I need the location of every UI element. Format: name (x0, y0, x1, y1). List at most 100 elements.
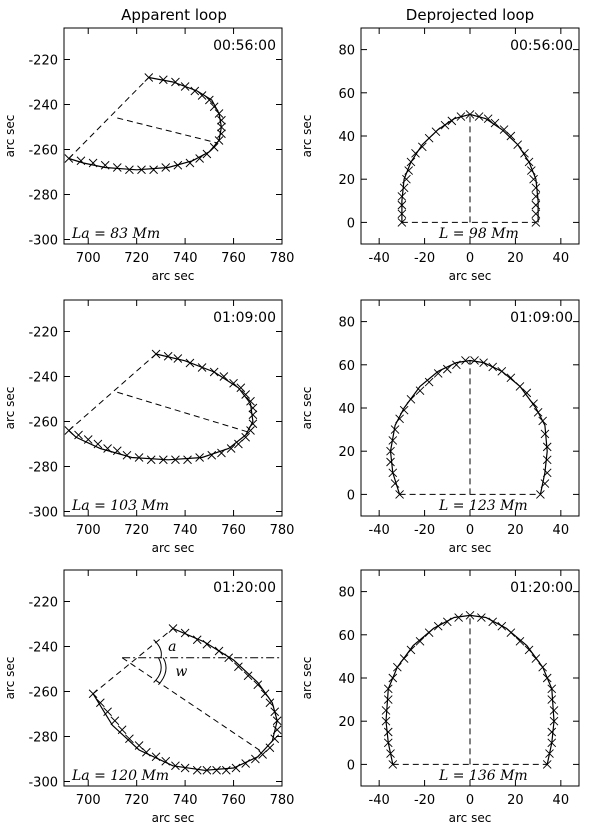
loop-marker (88, 158, 98, 168)
deprojected-loop-column-title: Deprojected loop (406, 6, 534, 24)
panel-deprojected-4: -40 -20 0 20 40 0 20 40 60 80 arc sec arc sec 01:09:… (300, 299, 580, 555)
loop-marker (209, 102, 219, 112)
loop-marker (474, 112, 484, 121)
loop-marker (125, 165, 134, 175)
x-tick-label: 700 (76, 793, 101, 808)
x-tick-label: 20 (507, 251, 524, 266)
loop-marker (251, 754, 260, 764)
y-tick-label: 40 (338, 402, 355, 417)
loop-marker (183, 455, 192, 465)
x-tick-label: 720 (124, 793, 149, 808)
loop-marker (180, 763, 190, 773)
loop-marker (397, 192, 407, 201)
loop-marker (185, 358, 195, 368)
loop-marker (433, 621, 443, 631)
y-tick-label: -220 (28, 326, 58, 341)
x-axis-title: arc sec (449, 269, 492, 283)
loop-curve (389, 359, 548, 495)
loop-marker (531, 209, 541, 219)
loop-marker (134, 741, 144, 750)
x-axis-title: arc sec (152, 811, 195, 825)
y-tick-label: 80 (338, 316, 355, 331)
y-tick-label: 80 (338, 44, 355, 59)
loop-marker (397, 200, 407, 210)
loop-marker (158, 455, 168, 465)
x-tick-label: 760 (221, 793, 246, 808)
loop-marker (214, 646, 224, 656)
loop-marker (522, 388, 532, 398)
loop-marker (173, 354, 183, 363)
loop-marker (465, 611, 475, 620)
loop-marker (100, 160, 110, 170)
loop-marker (386, 457, 395, 467)
loop-marker (386, 446, 395, 456)
x-tick-label: 780 (270, 793, 295, 808)
loop-marker (209, 142, 219, 152)
loop-marker (531, 200, 541, 210)
loop-marker (402, 174, 411, 184)
loop-marker (272, 725, 282, 735)
loop-marker (149, 165, 158, 175)
loop-marker (217, 115, 226, 125)
plot-frame (63, 27, 283, 245)
loop-marker (406, 645, 416, 655)
y-axis-title: arc sec (3, 115, 17, 158)
loop-length-label: L = 136 Mm (438, 768, 528, 784)
loop-marker (386, 749, 395, 758)
loop-marker (248, 410, 258, 420)
loop-marker (488, 617, 498, 627)
loop-marker (529, 399, 538, 408)
loop-marker (146, 455, 156, 465)
y-tick-label: -280 (28, 461, 58, 476)
loop-marker (241, 432, 250, 442)
loop-marker (265, 698, 275, 708)
loop-marker (221, 765, 231, 775)
x-axis-title: arc sec (449, 541, 492, 555)
loop-marker (234, 662, 243, 672)
loop-marker (88, 689, 98, 699)
loop-marker (64, 154, 74, 163)
loop-marker (192, 765, 202, 775)
loop-curve (68, 353, 254, 461)
x-axis-title: arc sec (449, 811, 492, 825)
loop-marker (234, 439, 243, 449)
loop-marker (547, 738, 557, 748)
loop-marker (383, 738, 393, 748)
loop-marker (241, 759, 250, 768)
loop-marker (125, 734, 134, 744)
loop-marker (388, 468, 398, 478)
loop-marker (549, 706, 559, 715)
y-tick-label: 60 (338, 87, 355, 102)
loop-marker (399, 405, 409, 415)
loop-marker (246, 426, 255, 435)
y-tick-label: -220 (28, 54, 58, 69)
loop-marker (447, 116, 457, 126)
loop-marker (192, 635, 202, 645)
y-tick-label: -240 (28, 99, 58, 114)
loop-marker (547, 695, 557, 704)
loop-marker (112, 446, 122, 456)
loop-marker (260, 689, 270, 699)
loop-marker (497, 366, 507, 376)
loop-marker (258, 750, 267, 759)
loop-marker (417, 142, 427, 152)
x-axis-title: arc sec (152, 269, 195, 283)
loop-marker (388, 673, 398, 683)
loop-marker (524, 157, 534, 167)
loop-marker (231, 763, 241, 773)
loop-marker (253, 680, 263, 690)
x-tick-label: 740 (173, 523, 198, 538)
y-tick-label: 80 (338, 586, 355, 601)
loop-marker (205, 95, 214, 105)
loop-marker (442, 617, 452, 627)
loop-marker (180, 82, 190, 91)
panel-apparent-3: 700 720 740 760 780 -300 -280 -260 -240 -220 arc s… (3, 299, 294, 555)
x-tick-label: -40 (369, 793, 390, 808)
loop-marker (488, 362, 498, 372)
loop-marker (64, 426, 74, 435)
loop-marker (243, 671, 253, 681)
loop-marker (171, 761, 180, 771)
time-label: 01:09:00 (213, 310, 276, 326)
loop-marker (404, 166, 414, 175)
y-tick-label: -240 (28, 641, 58, 656)
